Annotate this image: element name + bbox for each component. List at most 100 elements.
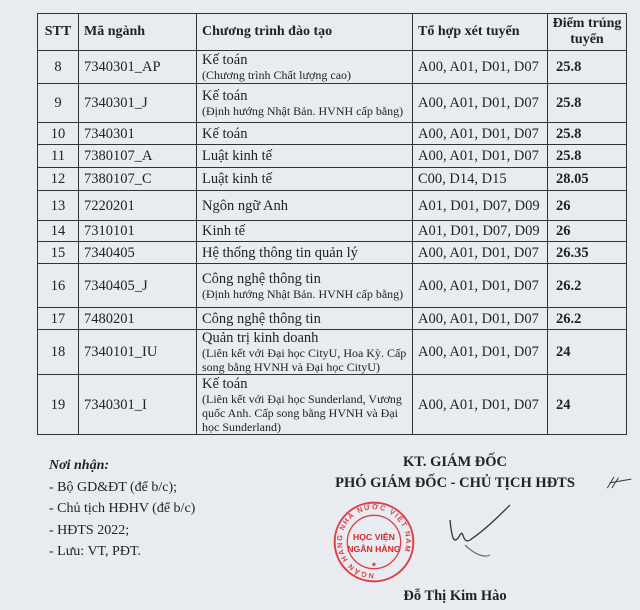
cell-program: Ngôn ngữ Anh <box>196 190 413 221</box>
program-name: Công nghệ thông tin <box>202 270 321 287</box>
cell-stt: 12 <box>37 167 79 191</box>
program-name: Luật kinh tế <box>202 148 273 164</box>
cell-program: Quản trị kinh doanh (Liên kết với Đại học… <box>196 329 413 375</box>
program-name: Kế toán <box>202 125 248 142</box>
cell-score: 26.2 <box>547 263 627 308</box>
cell-program: Kế toán (Liên kết với Đại học Sunderland,… <box>196 374 413 435</box>
cell-code: 7220201 <box>78 190 197 221</box>
cell-score: 24 <box>547 329 627 375</box>
cell-code: 7380107_C <box>78 167 197 191</box>
program-note: (Định hướng Nhật Bản. HVNH cấp bằng) <box>202 286 404 301</box>
cell-program: Kế toán <box>196 122 413 145</box>
table-row: 17 7480201 Công nghệ thông tin A00, A01,… <box>37 307 627 330</box>
cell-combo: A00, A01, D01, D07 <box>412 374 548 435</box>
cell-score: 25.8 <box>547 83 627 123</box>
cell-program: Luật kinh tế <box>196 167 413 191</box>
cell-code: 7480201 <box>78 307 197 330</box>
cell-code: 7340405 <box>78 241 197 264</box>
cell-stt: 13 <box>37 190 79 221</box>
cell-combo: A00, A01, D01, D07 <box>412 50 548 84</box>
program-name: Quản trị kinh doanh <box>202 330 319 346</box>
handwritten-signature <box>449 504 511 557</box>
cell-code: 7340301_J <box>78 83 197 123</box>
cell-program: Kinh tế <box>196 220 413 242</box>
cell-combo: A00, A01, D01, D07 <box>412 329 548 375</box>
cell-combo: A00, A01, D01, D07 <box>412 83 548 123</box>
recipients-block: Nơi nhận: - Bộ GD&ĐT (để b/c); - Chủ tịc… <box>49 455 195 563</box>
table-row: 11 7380107_A Luật kinh tế A00, A01, D01,… <box>37 144 627 168</box>
cell-score: 28.05 <box>547 167 627 191</box>
cell-program: Kế toán (Chương trình Chất lượng cao) <box>196 50 413 84</box>
stamp-center-1: HỌC VIỆN <box>353 531 395 542</box>
program-note: (Chương trình Chất lượng cao) <box>202 68 352 82</box>
cell-combo: A00, A01, D01, D07 <box>412 263 548 308</box>
program-name: Kế toán <box>202 88 248 104</box>
cell-program: Luật kinh tế <box>196 144 413 168</box>
table-row: 19 7340301_I Kế toán (Liên kết với Đại họ… <box>37 374 627 435</box>
cell-code: 7380107_A <box>78 144 197 168</box>
cell-stt: 16 <box>37 263 79 308</box>
recipients-title: Nơi nhận: <box>49 458 110 473</box>
recipient-item: - Bộ GD&ĐT (để b/c); <box>49 479 178 495</box>
cell-score: 25.8 <box>547 122 627 145</box>
cell-score: 24 <box>547 374 627 435</box>
program-note: (Định hướng Nhật Bản. HVNH cấp bằng) <box>202 104 404 118</box>
signer-name: Đỗ Thị Kim Hào <box>403 588 507 604</box>
cell-program: Công nghệ thông tin (Định hướng Nhật Bản.… <box>196 263 413 308</box>
cell-code: 7340101_IU <box>78 329 197 375</box>
header-score: Điểm trúng tuyển <box>547 13 627 51</box>
signature-title-2: PHÓ GIÁM ĐỐC - CHỦ TỊCH HĐTS <box>335 475 575 491</box>
header-code: Mã ngành <box>78 13 197 51</box>
table-row: 18 7340101_IU Quản trị kinh doanh (Liên k… <box>37 329 627 375</box>
table-row: 15 7340405 Hệ thống thông tin quản lý A0… <box>37 241 627 264</box>
cell-stt: 10 <box>37 122 79 145</box>
cell-code: 7340301 <box>78 122 197 145</box>
recipient-item: - HĐTS 2022; <box>49 522 130 538</box>
header-stt: STT <box>37 13 79 51</box>
cell-stt: 14 <box>37 220 79 242</box>
signature-title-1: KT. GIÁM ĐỐC <box>402 454 508 470</box>
cell-code: 7340301_AP <box>78 50 197 84</box>
cell-code: 7340301_I <box>78 374 197 435</box>
recipient-item: - Lưu: VT, PĐT. <box>49 544 141 559</box>
table-row: 10 7340301 Kế toán A00, A01, D01, D07 25… <box>37 122 627 145</box>
header-combo: Tổ hợp xét tuyển <box>412 13 548 51</box>
program-name: Kế toán <box>202 52 248 68</box>
program-name: Kinh tế <box>202 223 246 239</box>
cell-score: 26 <box>547 190 627 221</box>
table-row: 12 7380107_C Luật kinh tế C00, D14, D15 … <box>37 167 627 191</box>
cell-combo: A00, A01, D01, D07 <box>412 122 548 145</box>
cell-combo: C00, D14, D15 <box>412 167 548 191</box>
recipient-item: - Chủ tịch HĐHV (để b/c) <box>49 501 196 516</box>
table-header-row: STT Mã ngành Chương trình đào tạo Tổ hợp… <box>37 13 627 51</box>
cell-combo: A00, A01, D01, D07 <box>412 144 548 168</box>
program-name: Công nghệ thông tin <box>202 310 321 327</box>
cell-combo: A00, A01, D01, D07 <box>412 241 548 264</box>
program-name: Luật kinh tế <box>202 171 273 187</box>
admission-score-table: STT Mã ngành Chương trình đào tạo Tổ hợp… <box>37 13 627 435</box>
program-note: (Liên kết với Đại học Sunderland, Vương … <box>202 391 402 434</box>
cell-stt: 8 <box>37 50 79 84</box>
cell-score: 25.8 <box>547 50 627 84</box>
initials-mark <box>606 476 632 489</box>
cell-code: 7310101 <box>78 220 197 242</box>
program-name: Kế toán <box>202 375 248 392</box>
cell-stt: 15 <box>37 241 79 264</box>
table-row: 14 7310101 Kinh tế A01, D01, D07, D09 26 <box>37 220 627 242</box>
cell-combo: A01, D01, D07, D09 <box>412 220 548 242</box>
cell-score: 26.2 <box>547 307 627 330</box>
cell-score: 26.35 <box>547 241 627 264</box>
official-stamp: NGÂN HÀNG NHÀ NƯỚC VIỆT NAM HỌC VIỆN NGÂ… <box>333 501 415 583</box>
cell-stt: 19 <box>37 374 79 435</box>
cell-code: 7340405_J <box>78 263 197 308</box>
cell-score: 26 <box>547 220 627 242</box>
cell-stt: 17 <box>37 307 79 330</box>
cell-stt: 9 <box>37 83 79 123</box>
table-row: 16 7340405_J Công nghệ thông tin (Định hư… <box>37 263 627 308</box>
cell-program: Công nghệ thông tin <box>196 307 413 330</box>
stamp-center-2: NGÂN HÀNG <box>347 543 401 554</box>
cell-score: 25.8 <box>547 144 627 168</box>
table-row: 8 7340301_AP Kế toán (Chương trình Chất l… <box>37 50 627 84</box>
program-name: Hệ thống thông tin quản lý <box>202 244 358 261</box>
table-row: 9 7340301_J Kế toán (Định hướng Nhật Bản.… <box>37 83 627 123</box>
